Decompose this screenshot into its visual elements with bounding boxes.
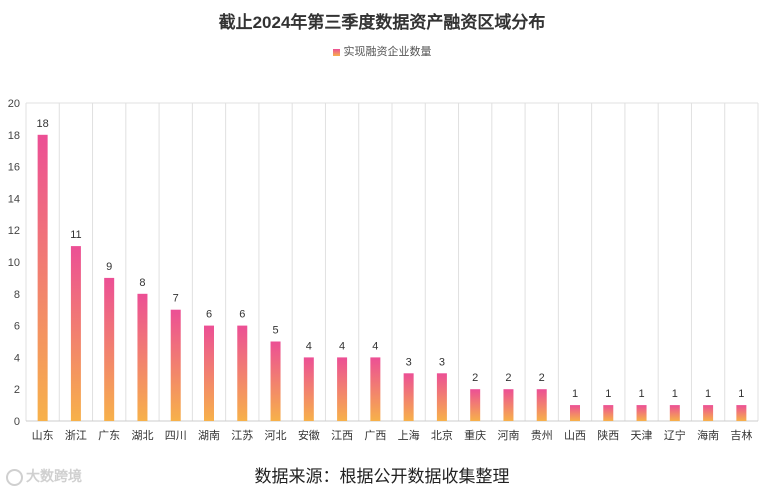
x-tick-label: 江西 [331,429,353,442]
x-tick-label: 山西 [564,429,586,442]
bar[interactable] [104,277,115,421]
bar[interactable] [536,389,547,421]
x-tick-label: 广东 [98,429,120,442]
data-label: 1 [738,388,744,400]
y-tick-label: 18 [8,130,20,142]
bar[interactable] [636,405,647,421]
data-label: 1 [705,388,711,400]
data-label: 4 [306,340,312,352]
bar[interactable] [137,293,148,421]
data-source-note: 数据来源：根据公开数据收集整理 [254,467,510,486]
y-tick-label: 20 [8,98,20,110]
data-label: 11 [70,229,81,241]
y-tick-label: 2 [14,384,20,396]
bar[interactable] [603,405,614,421]
bar[interactable] [170,309,181,421]
data-label: 3 [439,356,445,368]
data-label: 2 [505,372,511,384]
bar[interactable] [303,357,314,421]
x-tick-label: 浙江 [65,429,87,442]
bar[interactable] [703,405,714,421]
bar[interactable] [270,341,281,422]
data-label: 4 [372,340,378,352]
x-tick-label: 湖南 [198,429,220,442]
y-tick-label: 6 [14,321,20,333]
bar[interactable] [470,389,481,421]
watermark: 大数跨境 [6,466,82,486]
data-label: 3 [406,356,412,368]
data-label: 8 [139,277,145,289]
x-tick-label: 天津 [631,429,653,442]
x-tick-label: 北京 [431,428,453,442]
bar[interactable] [503,389,514,421]
bar[interactable] [237,325,248,421]
x-tick-label: 广西 [364,429,386,442]
data-label: 2 [472,372,478,384]
y-tick-label: 8 [14,289,20,301]
data-label: 1 [672,388,678,400]
x-tick-label: 辽宁 [664,428,686,442]
bar[interactable] [570,405,580,421]
legend-label: 实现融资企业数量 [343,46,432,58]
bar[interactable] [736,405,747,421]
data-label: 7 [173,293,179,305]
x-tick-label: 山东 [32,429,54,442]
bar[interactable] [370,357,381,421]
x-tick-label: 湖北 [131,429,153,442]
x-tick-label: 吉林 [730,428,752,442]
x-tick-label: 上海 [398,428,420,442]
x-tick-label: 四川 [165,430,187,442]
bar[interactable] [337,357,348,421]
data-label: 6 [239,309,245,321]
chart-legend[interactable]: 实现融资企业数量 [0,43,764,59]
data-label: 9 [106,261,112,273]
bar[interactable] [436,373,447,421]
bar[interactable] [403,373,414,421]
x-tick-label: 江苏 [231,429,253,442]
x-tick-label: 贵州 [531,429,553,442]
y-tick-label: 10 [8,257,20,269]
data-label: 1 [605,388,611,400]
data-label: 2 [539,372,545,384]
watermark-text: 大数跨境 [26,468,82,484]
y-tick-label: 0 [14,416,20,428]
y-tick-label: 16 [8,162,20,174]
y-tick-label: 12 [8,225,20,237]
data-label: 4 [339,340,345,352]
x-tick-label: 安徽 [298,428,320,442]
chart-title: 截止2024年第三季度数据资产融资区域分布 [218,13,546,32]
bar[interactable] [669,405,680,421]
x-tick-label: 海南 [697,428,719,442]
watermark-logo-icon [6,468,23,486]
data-label: 1 [572,388,578,400]
bar[interactable] [204,325,214,421]
data-label: 1 [638,388,644,400]
x-tick-label: 河南 [497,429,519,442]
bar[interactable] [70,246,81,421]
data-label: 5 [272,325,278,337]
x-tick-label: 重庆 [464,428,486,442]
x-tick-label: 河北 [265,429,287,442]
data-label: 6 [206,309,212,321]
y-tick-label: 4 [14,352,20,364]
x-tick-label: 陕西 [597,428,619,442]
data-label: 18 [37,118,49,130]
y-tick-label: 14 [8,193,20,205]
bar[interactable] [37,134,48,422]
legend-swatch-icon [332,48,340,56]
